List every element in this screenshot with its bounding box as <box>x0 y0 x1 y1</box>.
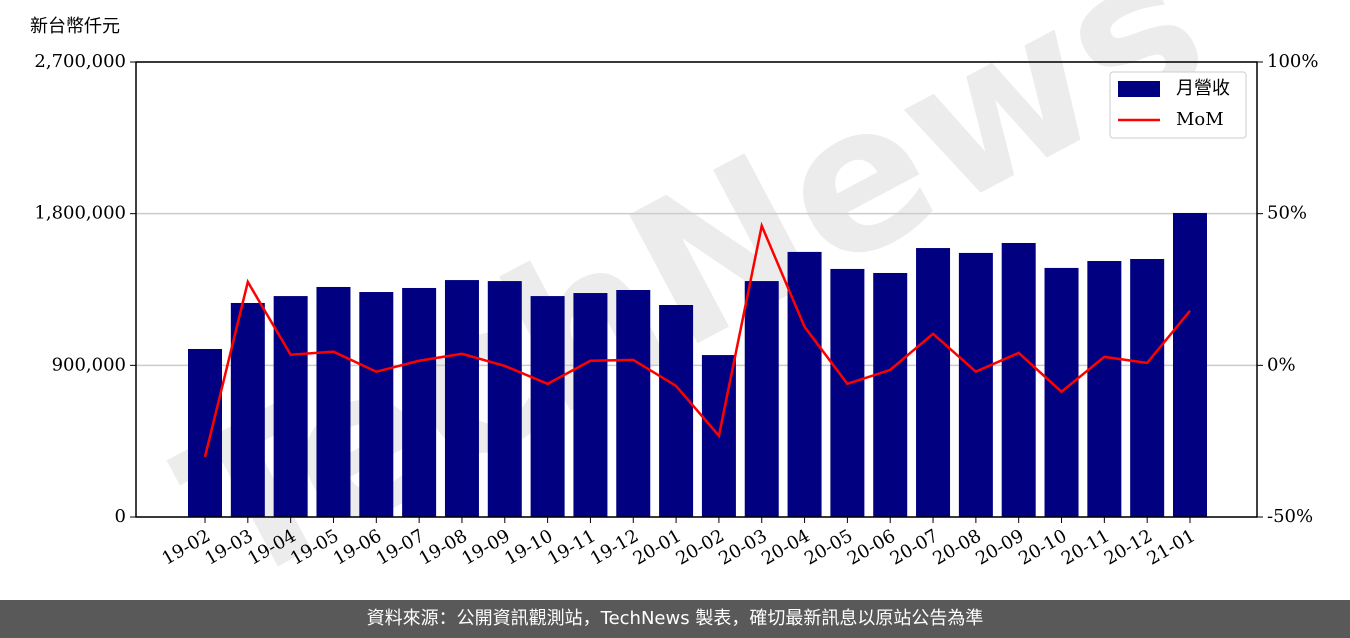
y2-tick-label: -50% <box>1267 506 1313 527</box>
y-tick-label: 900,000 <box>52 354 126 375</box>
bar <box>230 302 265 517</box>
footer-bar <box>0 600 1350 638</box>
x-tick-label: 20-12 <box>1101 525 1156 569</box>
x-tick-label: 20-06 <box>844 525 899 569</box>
bar <box>659 305 694 517</box>
line <box>203 221 1191 458</box>
bar <box>1173 212 1207 517</box>
bar <box>1087 261 1122 517</box>
x-tick-label: 20-03 <box>715 525 770 569</box>
footer: 資料來源：公開資訊觀測站，TechNews 製表，確切最新訊息以原站公告為準 <box>367 608 984 629</box>
x-tick-label: 20-05 <box>801 525 856 569</box>
bar <box>487 281 522 517</box>
y-tick-label: 0 <box>115 506 126 527</box>
bar <box>444 280 479 517</box>
x-tick-label: 20-09 <box>972 525 1027 569</box>
bar <box>573 293 608 517</box>
bar <box>616 290 651 517</box>
bar <box>1001 242 1036 517</box>
legend: 月營收 MoM <box>1109 71 1247 139</box>
x-tick-label: 20-11 <box>1058 525 1113 569</box>
bar <box>402 287 437 517</box>
bar <box>316 286 351 517</box>
y2-tick-label: 0% <box>1267 354 1296 375</box>
bar <box>188 348 222 517</box>
x-tick-label: 19-10 <box>501 525 556 569</box>
y-tick-label: 2,700,000 <box>34 51 126 72</box>
bar <box>916 248 951 518</box>
x-tick-label: 19-09 <box>458 525 513 569</box>
legend-label: MoM <box>1176 109 1224 130</box>
bar <box>530 296 565 517</box>
legend-swatch <box>1118 81 1160 97</box>
bar <box>958 252 993 517</box>
bar <box>744 281 779 517</box>
bar <box>787 251 822 518</box>
legend-label: 月營收 <box>1176 78 1230 99</box>
bar <box>273 296 308 517</box>
y-tick-label: 1,800,000 <box>34 203 126 224</box>
x-tick-label: 20-08 <box>929 525 984 569</box>
x-tick-label: 19-12 <box>587 525 642 569</box>
y-axis-label: 新台幣仟元 <box>30 16 120 37</box>
x-tick-label: 20-07 <box>887 525 942 569</box>
x-tick-label: 19-11 <box>544 525 599 569</box>
x-tick-label: 20-02 <box>672 525 727 569</box>
bar <box>1130 258 1165 517</box>
y2-tick-label: 100% <box>1267 51 1318 72</box>
y2-tick-label: 50% <box>1267 203 1307 224</box>
bar <box>830 268 865 517</box>
x-tick-label: 21-01 <box>1144 525 1199 569</box>
x-tick-label: 20-10 <box>1015 525 1070 569</box>
x-tick-label: 20-04 <box>758 525 813 569</box>
x-tick-label: 20-01 <box>630 525 685 569</box>
x-tick-label: 19-02 <box>159 525 214 569</box>
bar <box>359 292 394 517</box>
bar <box>873 272 908 517</box>
plot-frame <box>135 61 1258 518</box>
